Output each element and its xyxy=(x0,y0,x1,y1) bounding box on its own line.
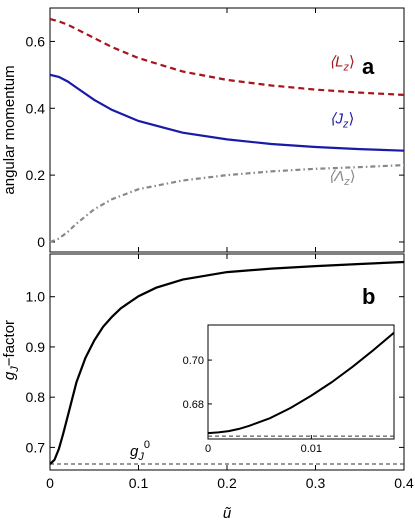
panel-a-y-tick-label: 0 xyxy=(37,234,45,250)
panel-b-x-tick-label: 0.4 xyxy=(394,475,414,491)
gj0-reference-label: gJ0 xyxy=(130,439,150,463)
panel-b-ylabel-sub: J xyxy=(9,366,21,373)
panel-b-y-tick-label: 1.0 xyxy=(26,289,46,305)
inset-x-tick-label: 0.01 xyxy=(301,443,322,455)
panel-b-label: b xyxy=(362,284,375,309)
panel-b-y-axis-label: gJ−factor xyxy=(1,320,21,380)
panel-b-y-tick-label: 0.8 xyxy=(26,389,46,405)
panel-b-y-tick-label: 0.7 xyxy=(26,439,46,455)
panel-a-y-axis-label: angular momentum xyxy=(1,65,18,194)
x-axis-label: ũ xyxy=(223,505,232,522)
panel-a-y-tick-label: 0.6 xyxy=(26,33,46,49)
series-label-main: ⟨L xyxy=(329,53,343,70)
panel-a-y-tick-label: 0.2 xyxy=(26,167,46,183)
panel-b-x-tick-label: 0.1 xyxy=(129,475,149,491)
gj0-label-sub: J xyxy=(137,451,144,463)
panel-a-ticks: 0 0.2 0.4 0.6 xyxy=(26,8,405,252)
panel-b-x-tick-label: 0 xyxy=(46,475,54,491)
series-label-2: ⟨Jz⟩ xyxy=(330,110,355,130)
gj0-label-main: g xyxy=(130,443,139,460)
inset-frame xyxy=(207,324,395,440)
gj-factor-curve xyxy=(49,260,405,465)
panel-b: 0 0.1 0.2 0.3 0.40.70.80.91.0 gJ0 b gJ−facto… xyxy=(1,253,414,522)
panel-b-x-tick-label: 0.3 xyxy=(306,475,326,491)
series-label-end: ⟩ xyxy=(349,53,355,70)
inset-x-tick-label: 0 xyxy=(205,443,211,455)
inset-y-tick-label: 0.70 xyxy=(183,355,204,367)
panel-a: 00.20.40.6 ⟨Lz⟩⟨Jz⟩⟨Λz⟩ a angular moment… xyxy=(1,7,405,253)
series-label-main: ⟨Λ xyxy=(328,168,344,185)
series-label-main: ⟨J xyxy=(330,110,344,127)
panel-b-ylabel-main: g xyxy=(1,371,18,380)
panel-b-x-tick-label: 0.2 xyxy=(217,475,237,491)
panel-b-y-tick-label: 0.9 xyxy=(26,339,46,355)
panel-a-frame xyxy=(49,7,405,253)
panel-b-ticks: 0 0.1 0.2 0.3 0.4 0.7 0.8 0.9 1.0 xyxy=(26,254,414,491)
series-label-sub: z xyxy=(343,176,350,188)
inset-gj-curve xyxy=(207,331,395,435)
series-label-sub: z xyxy=(342,61,349,73)
series-label-3: ⟨Λz⟩ xyxy=(328,168,355,188)
series-label-end: ⟩ xyxy=(350,168,356,185)
series-label-end: ⟩ xyxy=(349,110,355,127)
series-label-sub: z xyxy=(342,118,349,130)
inset-ticks: 0 0.01 0.68 0.70 xyxy=(183,355,322,455)
gj0-label-sup: 0 xyxy=(144,439,150,451)
panel-b-ylabel-end: −factor xyxy=(1,320,18,366)
panel-a-series: ⟨Lz⟩⟨Jz⟩⟨Λz⟩ xyxy=(49,17,405,244)
series-label-1: ⟨Lz⟩ xyxy=(329,53,355,73)
inset-y-tick-label: 0.68 xyxy=(183,399,204,411)
panel-a-y-tick-label: 0.4 xyxy=(26,100,46,116)
panel-a-label: a xyxy=(362,54,375,79)
series-line-2 xyxy=(49,73,405,152)
series-line-3 xyxy=(49,164,405,244)
inset-plot: 0 0.01 0.68 0.70 xyxy=(183,324,395,455)
